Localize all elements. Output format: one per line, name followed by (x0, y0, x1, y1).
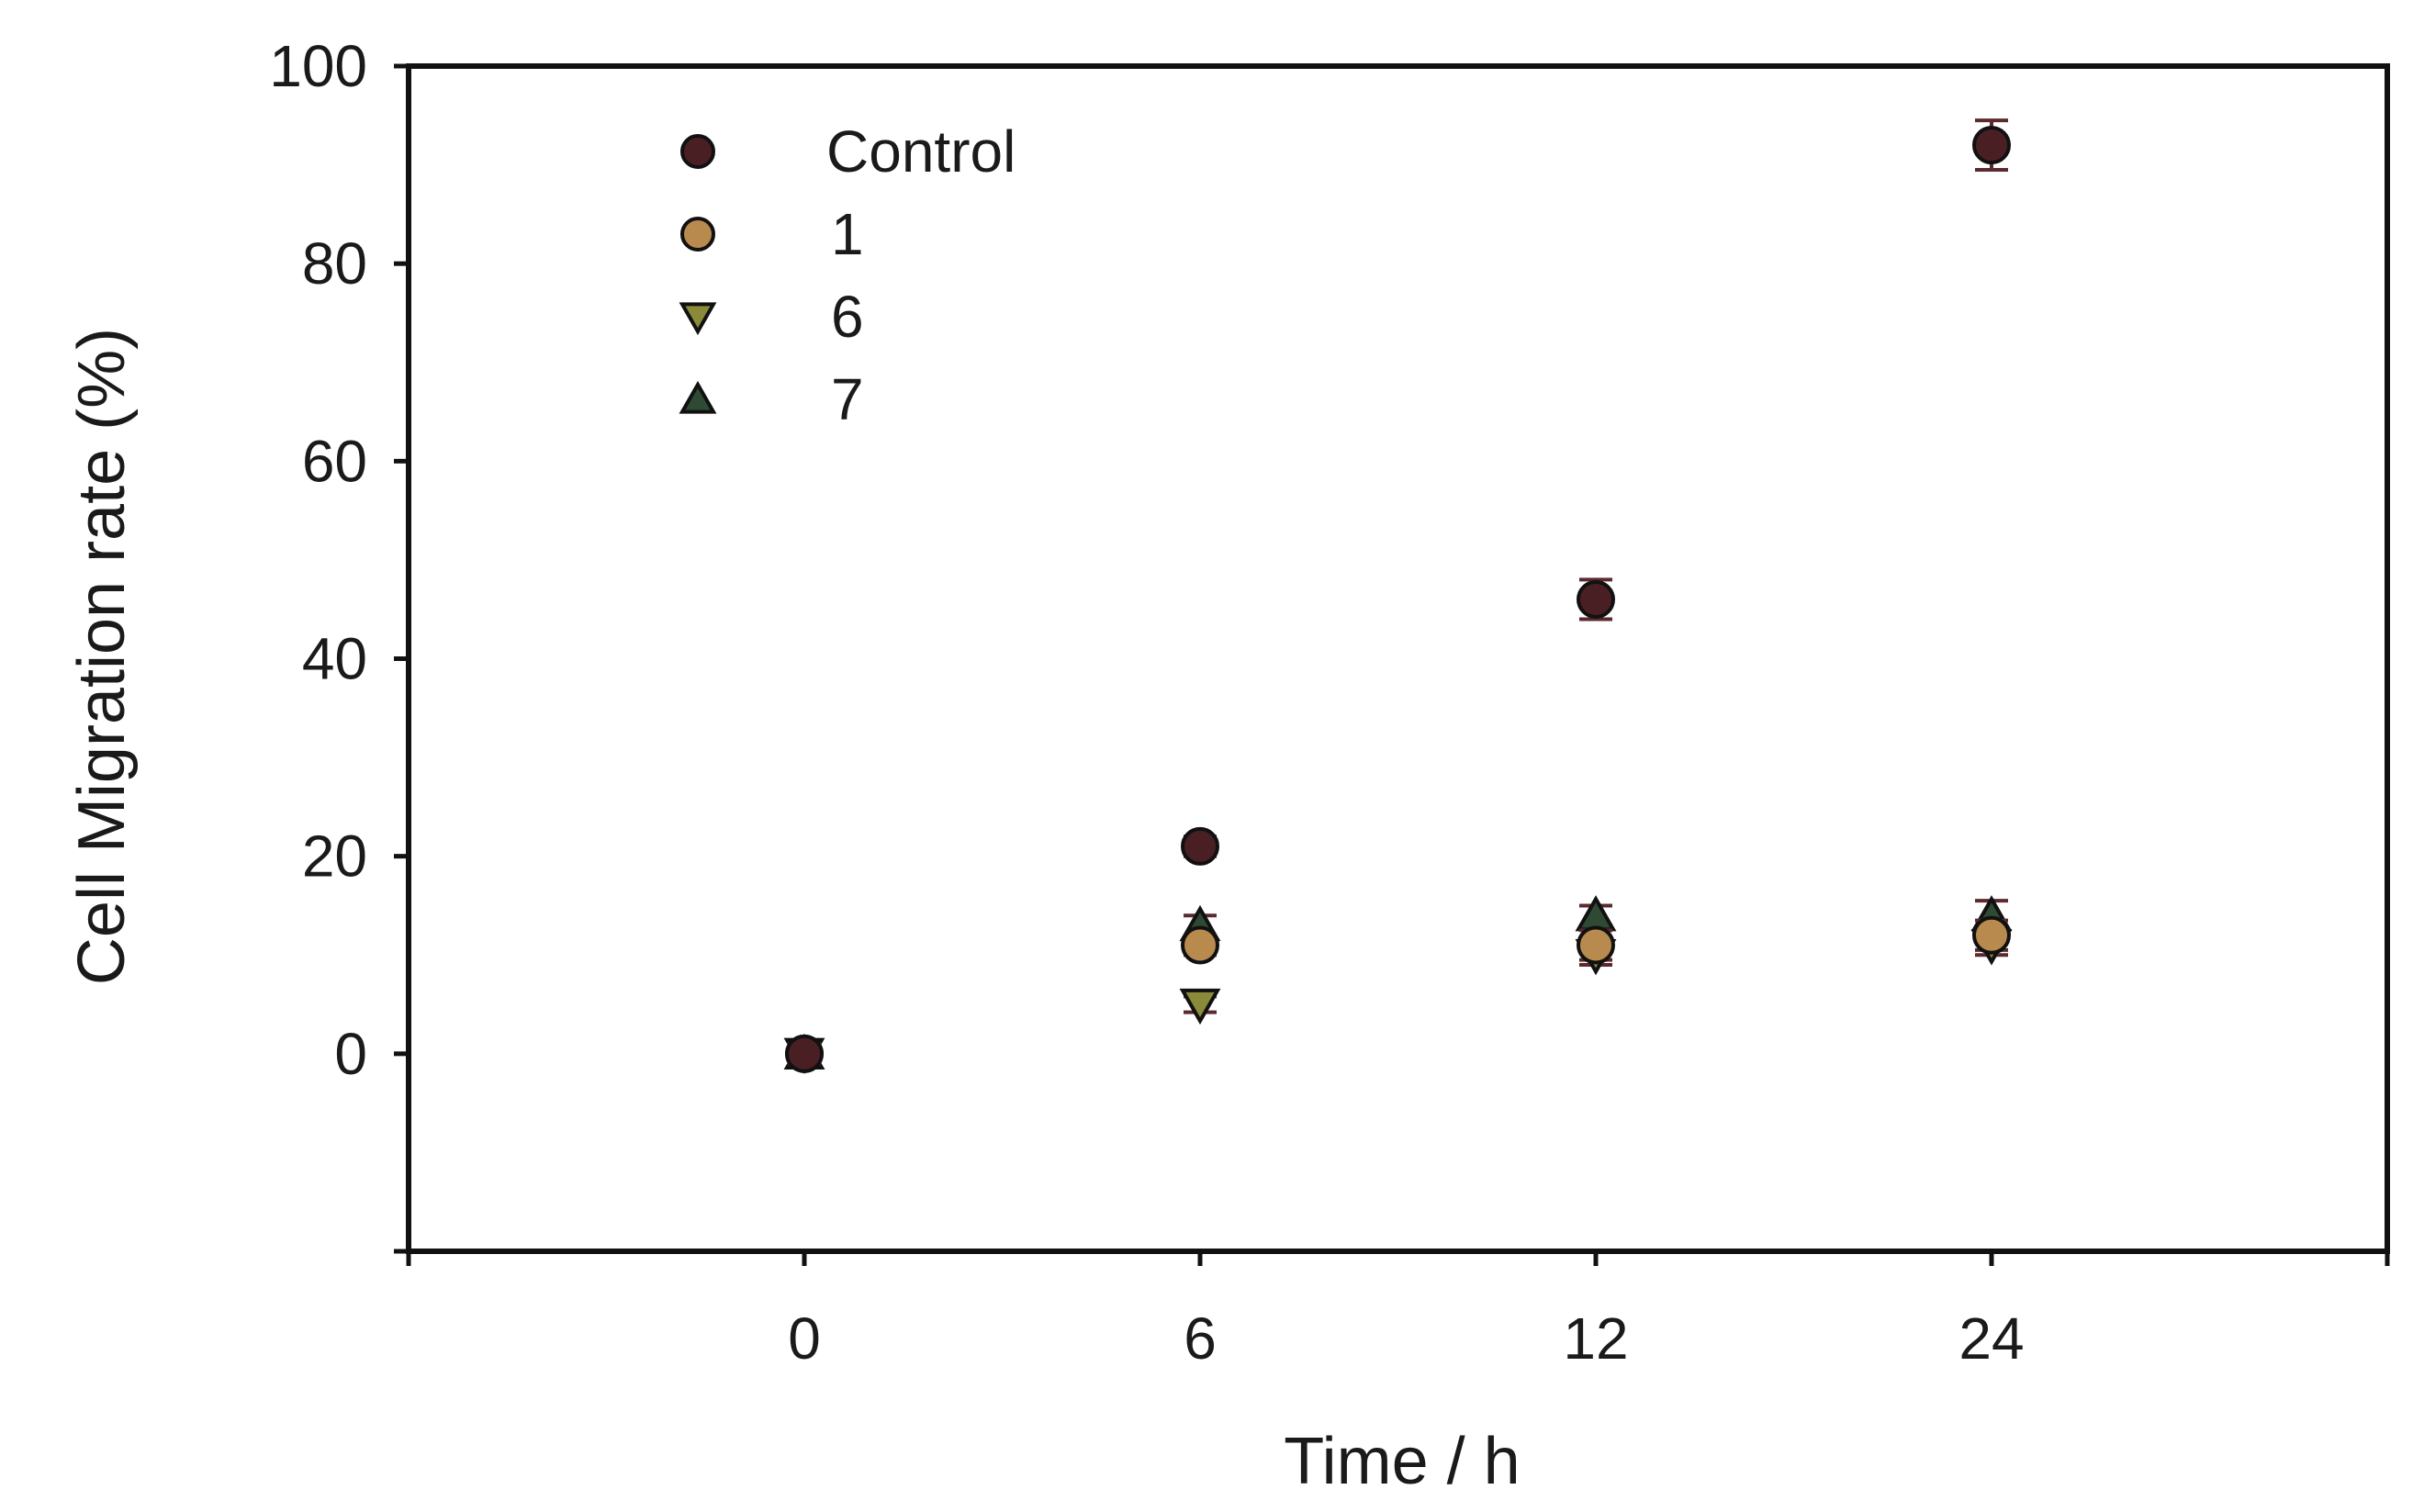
y-tick-label: 60 (302, 428, 367, 494)
series-control (785, 118, 2011, 1073)
legend-label: 6 (831, 284, 864, 350)
x-tick-label: 0 (788, 1305, 821, 1372)
x-tick-label: 6 (1184, 1305, 1217, 1372)
legend-label: Control (826, 118, 1016, 185)
y-axis: 0 20 40 60 80 100 (269, 33, 409, 1254)
y-tick-label: 20 (302, 823, 367, 890)
data-point (1575, 895, 1617, 932)
data-point (1179, 988, 1221, 1025)
legend-marker (680, 217, 715, 252)
y-tick-label: 0 (334, 1021, 367, 1087)
legend-label: 1 (831, 201, 864, 267)
data-point (1972, 126, 2011, 165)
series-7 (783, 895, 2013, 1070)
data-point (785, 1034, 824, 1073)
legend-marker (680, 134, 715, 169)
data-point (1577, 925, 1615, 965)
data-point (1577, 579, 1615, 619)
x-tick-label: 12 (1563, 1305, 1628, 1372)
y-tick-label: 80 (302, 230, 367, 297)
data-point (1181, 826, 1219, 866)
legend: Control 1 6 7 (679, 118, 1016, 432)
series-1 (785, 915, 2011, 1073)
y-axis-label: Cell Migration rate (%) (65, 328, 139, 985)
x-tick-label: 24 (1958, 1305, 2024, 1372)
data-point (1181, 925, 1219, 965)
y-tick-label: 40 (302, 626, 367, 692)
legend-marker (679, 380, 717, 414)
legend-marker (679, 302, 717, 336)
x-axis-label: Time / h (1284, 1425, 1520, 1498)
data-points (783, 118, 2013, 1074)
data-point (1972, 915, 2011, 955)
series-6 (783, 929, 2013, 1074)
legend-label: 7 (831, 366, 864, 432)
y-tick-label: 100 (269, 33, 367, 99)
x-axis: 0 6 12 24 (406, 1251, 2390, 1372)
